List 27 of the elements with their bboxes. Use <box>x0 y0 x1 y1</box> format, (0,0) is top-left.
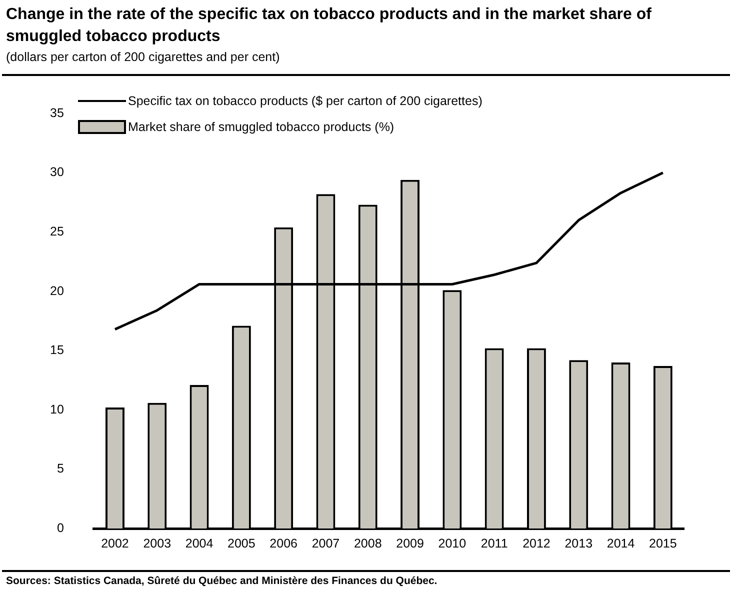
chart-title: Change in the rate of the specific tax on tobacco products and in the market share of smuggled tobacco products <box>6 5 652 47</box>
y-tick-label: 20 <box>50 284 64 298</box>
chart-subtitle: (dollars per carton of 200 cigarettes and per cent) <box>6 50 280 64</box>
y-tick-label: 10 <box>50 402 64 416</box>
y-tick-label: 15 <box>50 343 64 358</box>
x-tick-label: 2013 <box>564 536 593 550</box>
x-tick-label: 2008 <box>354 536 382 550</box>
x-tick-label: 2009 <box>396 536 424 550</box>
y-tick-label: 5 <box>56 462 64 476</box>
x-tick-label: 2004 <box>185 536 214 550</box>
y-tick-label: 25 <box>50 224 64 239</box>
x-tick-label: 2012 <box>522 536 550 550</box>
x-tick-label: 2007 <box>312 536 340 550</box>
x-tick-label: 2006 <box>270 536 298 550</box>
y-tick-label: 35 <box>50 106 64 120</box>
source-note: Sources: Statistics Canada, Sûreté du Québec and Ministère des Finances du Québec. <box>6 575 438 587</box>
y-tick-label: 30 <box>50 165 64 180</box>
x-tick-label: 2003 <box>143 536 172 550</box>
x-tick-label: 2010 <box>438 536 466 550</box>
x-tick-label: 2015 <box>649 536 677 550</box>
legend-label: Market share of smuggled tobacco products (%) <box>128 120 394 134</box>
legend-label: Specific tax on tobacco products ($ per carton of 200 cigarettes) <box>128 94 482 108</box>
x-tick-label: 2002 <box>101 536 129 550</box>
x-tick-label: 2011 <box>480 536 508 550</box>
y-tick-label: 0 <box>56 520 64 535</box>
x-tick-label: 2005 <box>228 536 256 550</box>
x-tick-label: 2014 <box>606 536 635 550</box>
